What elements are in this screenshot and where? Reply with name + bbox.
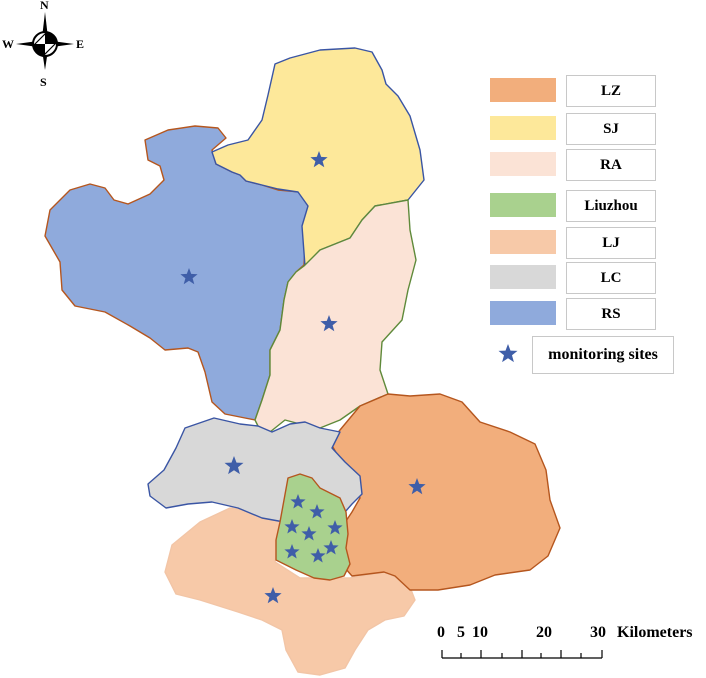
monitoring-site-star-icon: [309, 504, 325, 519]
legend-label-lj: LJ: [566, 227, 656, 259]
monitoring-site-star-icon: [284, 544, 300, 559]
legend-swatch-lz: [490, 78, 556, 102]
legend-swatch-lc: [490, 265, 556, 289]
legend-swatch-sj: [490, 116, 556, 140]
compass-east-label: E: [76, 37, 85, 51]
monitoring-site-star-icon: [320, 315, 338, 332]
monitoring-site-star-icon: [264, 587, 282, 604]
scale-tick-5: 5: [457, 624, 465, 641]
scale-tick-10: 10: [472, 624, 488, 641]
scale-bar: [441, 650, 603, 659]
scale-tick-0: 0: [437, 624, 445, 641]
monitoring-site-star-icon: [408, 478, 426, 495]
region-ra: [254, 199, 417, 433]
legend-star-icon: [498, 344, 518, 363]
legend-label-rs: RS: [566, 298, 656, 330]
monitoring-site-star-icon: [180, 268, 198, 285]
legend-swatch-lj: [490, 230, 556, 254]
monitoring-site-star-icon: [290, 494, 306, 509]
legend-label-monitoring-sites: monitoring sites: [532, 336, 674, 374]
monitoring-site-star-icon: [323, 540, 339, 555]
scale-tick-20: 20: [536, 624, 552, 641]
monitoring-site-star-icon: [284, 519, 300, 534]
legend-swatch-liuzhou: [490, 193, 556, 217]
legend-swatch-ra: [490, 152, 556, 176]
legend-label-lc: LC: [566, 262, 656, 294]
compass-rose-icon: [16, 12, 74, 70]
monitoring-site-star-icon: [224, 456, 244, 475]
monitoring-site-star-icon: [310, 151, 328, 168]
scale-unit: Kilometers: [617, 624, 693, 641]
monitoring-site-star-icon: [310, 548, 326, 563]
scale-tick-30: 30: [590, 624, 606, 641]
legend-label-ra: RA: [566, 149, 656, 181]
legend-swatch-rs: [490, 301, 556, 325]
compass-south-label: S: [40, 75, 47, 89]
region-lj: [164, 507, 416, 676]
compass-west-label: W: [2, 37, 14, 51]
compass-north-label: N: [40, 0, 49, 12]
legend-label-liuzhou: Liuzhou: [566, 190, 656, 222]
region-lz: [329, 393, 561, 591]
monitoring-sites: [180, 151, 426, 604]
legend-label-sj: SJ: [566, 113, 656, 145]
monitoring-site-star-icon: [327, 520, 343, 535]
monitoring-site-star-icon: [301, 526, 317, 541]
legend-label-lz: LZ: [566, 75, 656, 107]
